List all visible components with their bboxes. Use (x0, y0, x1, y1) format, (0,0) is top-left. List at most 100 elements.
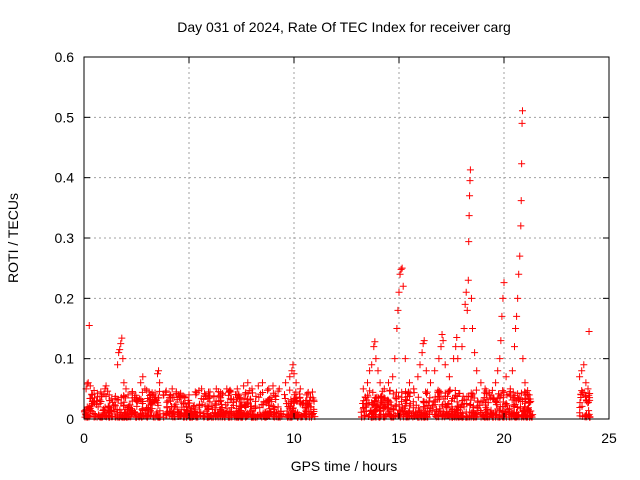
noise-point (419, 409, 427, 417)
data-point (181, 394, 189, 402)
noise-point (199, 412, 207, 420)
data-point (518, 160, 526, 168)
data-point (496, 355, 504, 363)
noise-point (267, 393, 275, 401)
noise-point (509, 388, 517, 396)
noise-point (286, 386, 294, 394)
data-point (115, 349, 123, 357)
noise-point (240, 394, 248, 402)
data-point (500, 279, 508, 287)
noise-point (443, 404, 451, 412)
noise-point (146, 401, 154, 409)
noise-point (105, 407, 113, 415)
data-point (359, 385, 367, 393)
noise-point (508, 396, 516, 404)
noise-point (410, 404, 418, 412)
data-point (416, 361, 424, 369)
noise-point (467, 389, 475, 397)
noise-point (236, 395, 244, 403)
data-point (364, 379, 371, 387)
noise-point (211, 409, 219, 417)
data-point (578, 367, 586, 375)
data-point (418, 349, 426, 357)
noise-point (271, 409, 279, 417)
noise-point (85, 404, 93, 412)
data-point (515, 270, 523, 278)
data-point (206, 388, 214, 396)
data-point (414, 373, 422, 381)
data-point (445, 373, 453, 381)
noise-point (117, 393, 125, 401)
noise-point (582, 396, 590, 404)
noise-point (474, 398, 482, 406)
noise-point (423, 411, 431, 419)
data-point (506, 385, 514, 393)
noise-point (256, 390, 264, 398)
noise-point (391, 394, 399, 402)
data-point (452, 343, 460, 351)
noise-point (138, 388, 146, 396)
data-point (517, 197, 525, 205)
noise-point (166, 391, 174, 399)
data-point (438, 331, 446, 339)
noise-point (144, 406, 152, 414)
data-point (119, 355, 127, 363)
noise-point (264, 409, 272, 417)
noise-point (105, 413, 113, 421)
noise-point (156, 407, 164, 415)
noise-point (226, 410, 234, 418)
data-point (172, 388, 180, 396)
data-point (461, 300, 469, 308)
data-point (499, 294, 507, 302)
noise-point (402, 396, 410, 404)
noise-point (576, 409, 584, 417)
noise-point (448, 403, 456, 411)
noise-point (444, 388, 452, 396)
x-tick-label: 20 (496, 430, 512, 446)
noise-point (403, 397, 411, 405)
noise-point (101, 409, 109, 417)
data-point (177, 391, 185, 399)
data-point (498, 312, 506, 320)
data-point (398, 264, 406, 272)
data-point (511, 343, 518, 351)
noise-point (243, 409, 251, 417)
data-point (435, 355, 443, 363)
data-point (168, 385, 176, 393)
data-points (82, 107, 593, 405)
noise-point (482, 403, 490, 411)
data-point (102, 382, 110, 390)
noise-point (156, 387, 164, 395)
noise-point (263, 386, 271, 394)
y-tick-label: 0 (66, 411, 74, 427)
noise-point (468, 409, 476, 417)
data-point (431, 367, 439, 375)
noise-point (371, 401, 379, 409)
data-point (120, 379, 128, 387)
data-point (401, 355, 409, 363)
noise-point (167, 392, 175, 400)
y-axis-label: ROTI / TECUs (5, 193, 21, 283)
noise-point (125, 402, 133, 410)
noise-point (281, 394, 289, 402)
noise-point (177, 398, 185, 406)
data-point (198, 385, 206, 393)
noise-point (385, 397, 393, 405)
data-point (185, 391, 193, 399)
data-point (406, 379, 413, 387)
noise-point (402, 388, 410, 396)
noise-point (422, 390, 430, 398)
data-point (490, 394, 497, 402)
data-point (525, 391, 533, 399)
data-point (576, 373, 584, 381)
data-point (469, 325, 476, 332)
data-point (93, 397, 101, 405)
noise-point (521, 388, 529, 396)
data-point (439, 337, 447, 345)
noise-point (264, 397, 272, 405)
noise-point (203, 403, 211, 411)
data-point (458, 343, 466, 351)
y-tick-label: 0.3 (55, 230, 75, 246)
data-point (191, 388, 199, 396)
